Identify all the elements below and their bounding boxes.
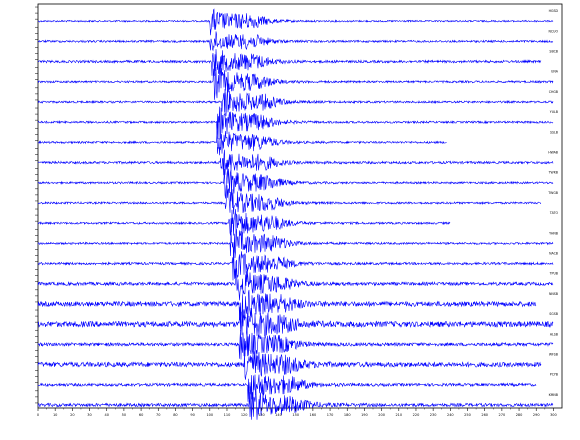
waveform-line [37,289,537,323]
waveform-line [37,185,542,215]
x-tick-label: 220 [413,413,420,417]
x-tick-label: 50 [122,413,126,417]
station-label: HWAB [548,150,558,154]
trace-group: HGSD NCUO SBCB ENA CHGB YULB SSLB HWAB TWKB TWGB T… [35,6,559,420]
x-tick-label: 70 [156,413,160,417]
trace-ncuo: NCUO [35,26,559,52]
waveform-line [37,208,451,236]
trace-tato: TATO [35,208,559,236]
x-tick-label: 100 [206,413,213,417]
trace-nnsb: NNSB [35,289,558,323]
waveform-line [37,88,554,117]
x-tick-label: 150 [292,413,299,417]
station-label: PCYB [550,373,558,377]
trace-twgb: TWGB [35,185,558,215]
x-tick-label: 200 [378,413,385,417]
x-tick-label: 90 [190,413,194,417]
x-tick-label: 30 [87,413,91,417]
x-tick-label: 110 [224,413,231,417]
station-label: TWKB [548,171,558,175]
waveform-line [37,229,554,259]
waveform-line [37,66,554,100]
waveform-line [37,8,554,36]
trace-yhnb: YHNB [35,228,558,259]
station-label: WFSB [549,352,558,356]
x-tick-label: 60 [139,413,143,417]
waveform-line [37,306,554,338]
trace-pcyb: PCYB [35,370,558,402]
trace-hgsd: HGSD [35,6,559,36]
x-tick-label: 180 [344,413,351,417]
trace-hwab: HWAB [35,148,558,176]
x-tick-label: 240 [447,413,454,417]
x-tick-label: 0 [37,413,39,417]
x-tick-label: 170 [327,413,334,417]
waveform-line [37,386,554,420]
trace-sgsb: SGSB [35,306,558,338]
x-tick-label: 250 [464,413,471,417]
waveform-line [37,350,542,380]
station-label: TATO [549,211,559,215]
station-label: ALSB [550,332,558,336]
station-label: SSLB [550,130,558,134]
x-tick-label: 40 [104,413,108,417]
station-label: NACB [549,251,558,255]
trace-twkb: TWKB [35,168,558,199]
station-label: CHGB [549,90,558,94]
x-tick-label: 210 [395,413,402,417]
x-tick-label: 20 [70,413,74,417]
station-label: ENA [551,70,558,74]
trace-chgb: CHGB [35,87,558,117]
x-tick-label: 80 [173,413,177,417]
waveform-line [37,330,554,360]
x-tick-label: 260 [481,413,488,417]
station-label: YHNB [549,231,558,235]
trace-nacb: NACB [35,246,558,281]
station-label: NNSB [549,292,558,296]
trace-yulb: YULB [35,106,558,140]
station-label: YULB [550,110,558,114]
waveform-line [37,49,542,77]
waveform-line [37,130,447,156]
station-label: TPUB [549,272,558,276]
x-tick-label: 290 [533,413,540,417]
station-label: NCUO [549,29,559,33]
trace-sslb: SSLB [35,127,558,156]
x-tick-label: 160 [310,413,317,417]
x-tick-label: 300 [550,413,557,417]
x-axis: 0 10 20 30 40 50 60 70 80 90 100 110 120 130 140 150 160… [37,408,557,417]
waveform-line [37,246,554,281]
x-tick-label: 120 [241,413,248,417]
station-label: SBCB [549,49,558,53]
x-tick-label: 270 [499,413,506,417]
trace-wfsb: WFSB [35,350,558,380]
x-tick-label: 140 [275,413,282,417]
trace-kmnb: KMNB [35,386,558,420]
x-tick-label: 190 [361,413,368,417]
waveform-line [37,31,554,52]
trace-sbcb: SBCB [35,47,558,77]
x-tick-label: 10 [53,413,57,417]
station-label: TWGB [547,191,558,195]
station-label: KMNB [549,393,558,397]
trace-alsb: ALSB [35,329,558,360]
x-tick-label: 230 [430,413,437,417]
waveform-line [37,267,554,301]
waveform-line [37,168,554,199]
waveform-line [37,149,554,176]
station-label: SGSB [549,312,558,316]
trace-ena: ENA [35,66,559,100]
waveform-line [37,106,554,140]
waveform-line [37,374,537,402]
x-tick-label: 130 [258,413,265,417]
station-label: HGSD [549,9,559,13]
x-tick-label: 280 [516,413,523,417]
trace-tpub: TPUB [35,267,558,301]
plot-frame [37,3,563,409]
